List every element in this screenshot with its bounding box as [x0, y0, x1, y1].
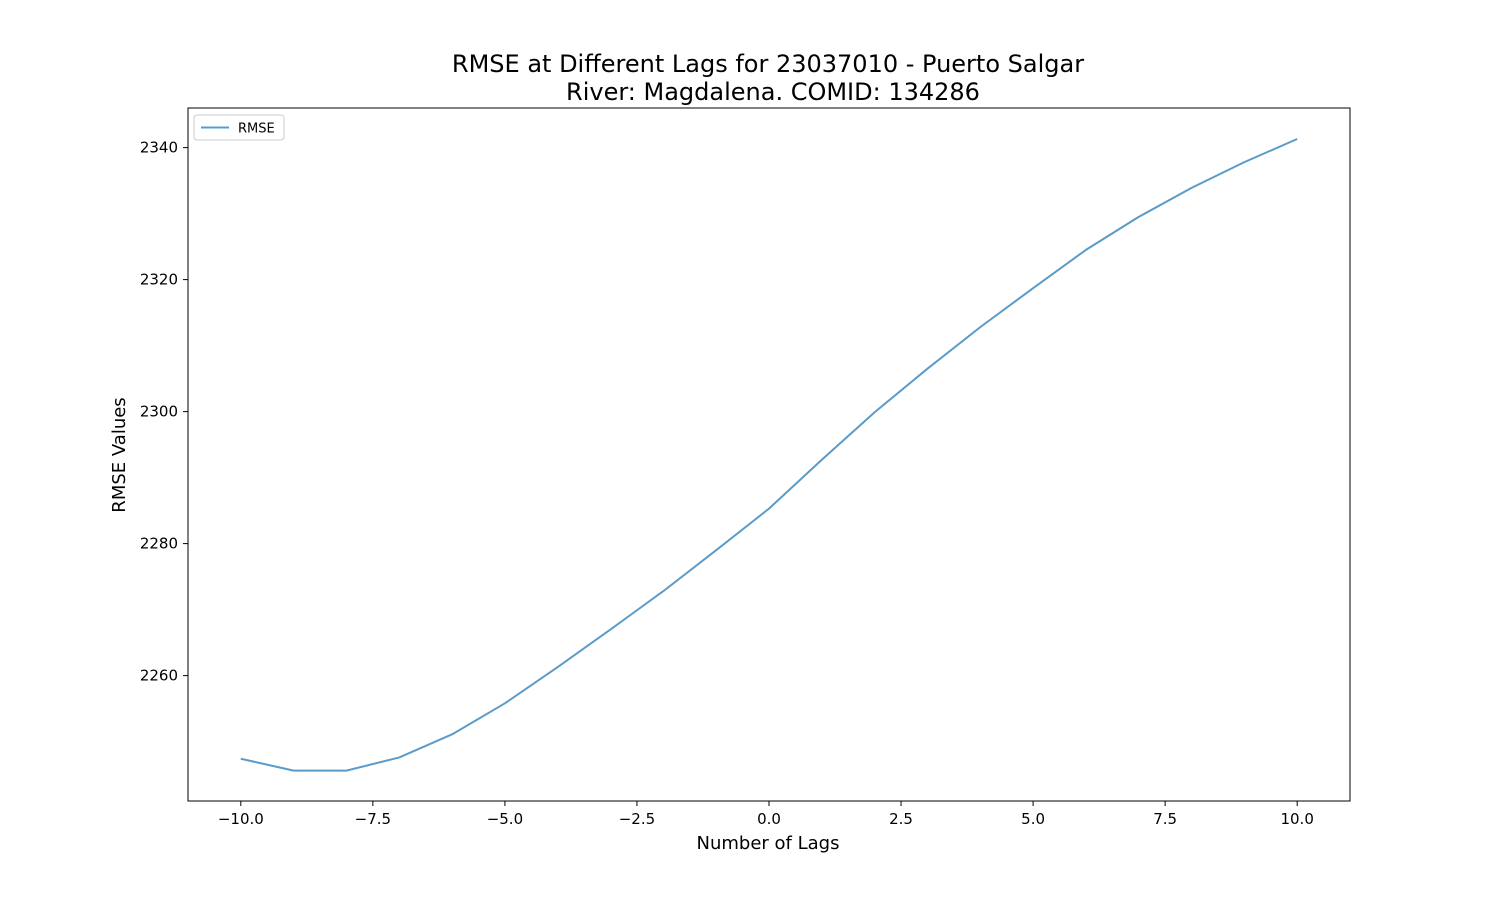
y-axis-label: RMSE Values [109, 397, 130, 512]
series-line-rmse [240, 138, 1298, 772]
x-tick-label: −5.0 [487, 810, 523, 828]
y-tick-label: 2280 [140, 535, 178, 553]
plot-area: −10.0 −7.5 −5.0 −2.5 0.0 2.5 5.0 7.5 10.0 2260 228… [140, 107, 1351, 828]
x-tick-label: −7.5 [355, 810, 391, 828]
plot-frame [187, 107, 1351, 802]
x-tick-label: 5.0 [1021, 810, 1045, 828]
x-tick-label: −2.5 [619, 810, 655, 828]
y-tick-label: 2300 [140, 403, 178, 421]
legend-box [193, 114, 285, 141]
chart-title-line1: RMSE at Different Lags for 23037010 - Pu… [452, 50, 1084, 78]
chart-title-line2: River: Magdalena. COMID: 134286 [566, 78, 980, 106]
x-tick-label: 0.0 [757, 810, 781, 828]
y-tick-label: 2320 [140, 271, 178, 289]
x-tick-label: −10.0 [218, 810, 264, 828]
x-tick-label: 2.5 [889, 810, 913, 828]
x-tick-label: 10.0 [1280, 810, 1313, 828]
x-axis-label: Number of Lags [697, 833, 840, 854]
y-tick-label: 2260 [140, 667, 178, 685]
legend-label: RMSE [238, 122, 275, 137]
x-tick-label: 7.5 [1153, 810, 1177, 828]
y-tick-label: 2340 [140, 139, 178, 157]
